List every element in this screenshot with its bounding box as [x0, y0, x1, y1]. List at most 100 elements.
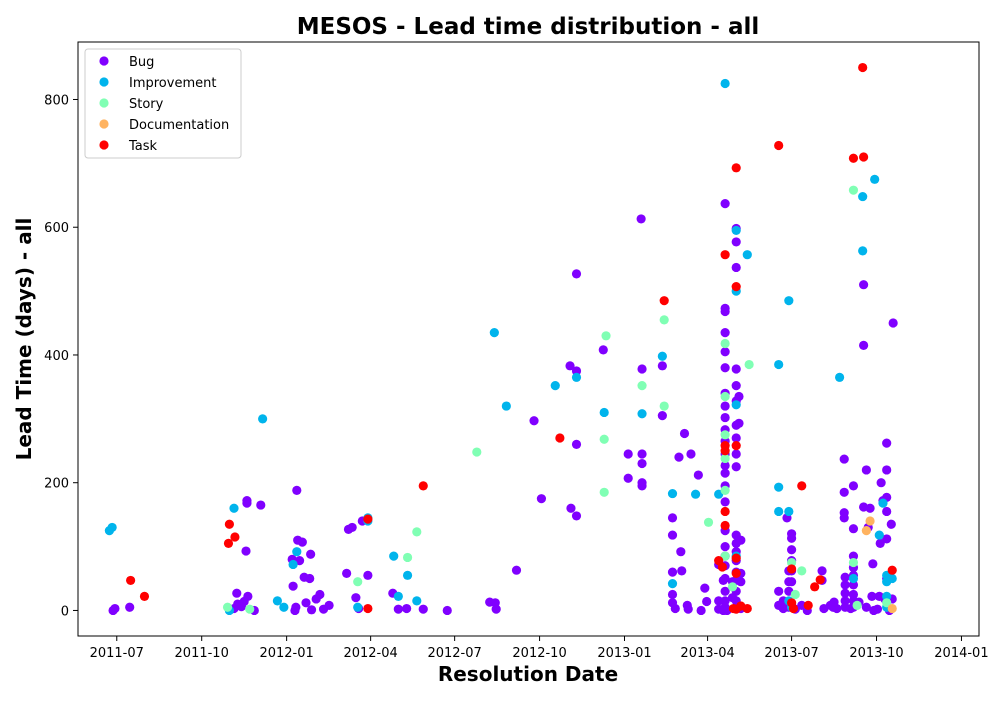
data-point	[720, 391, 730, 402]
data-point	[679, 428, 690, 439]
data-point	[491, 604, 501, 614]
data-point	[272, 596, 282, 606]
data-point	[657, 411, 667, 421]
data-point	[667, 488, 678, 499]
data-point	[731, 449, 741, 459]
data-point	[731, 553, 741, 563]
data-point	[393, 604, 403, 614]
data-point	[315, 589, 325, 600]
data-point	[229, 503, 239, 513]
data-point	[731, 282, 741, 292]
data-point	[720, 347, 730, 357]
data-point	[839, 513, 849, 523]
data-point	[888, 318, 898, 328]
data-point	[126, 575, 136, 586]
data-point	[565, 361, 575, 371]
data-point	[784, 506, 794, 517]
data-point	[667, 579, 678, 589]
data-point	[288, 581, 298, 591]
data-point	[659, 315, 669, 325]
data-point	[878, 498, 888, 508]
legend-box	[84, 48, 242, 159]
data-point	[797, 566, 807, 576]
data-point	[110, 603, 120, 614]
data-point	[787, 564, 797, 574]
x-tick-label: 2013-07	[764, 646, 818, 661]
data-point	[599, 487, 609, 497]
data-point	[810, 582, 820, 592]
data-point	[402, 570, 413, 580]
data-point	[867, 591, 877, 602]
data-point	[598, 345, 608, 355]
axes: 2011-07 2011-10 2012-01 2012-04 2012-07 2012-…	[44, 93, 988, 661]
data-point	[858, 191, 868, 202]
data-point	[412, 527, 422, 537]
data-point	[489, 328, 499, 338]
data-point	[222, 602, 233, 612]
data-point	[637, 458, 647, 469]
data-point	[667, 530, 678, 540]
data-point	[676, 547, 686, 557]
data-point	[623, 449, 633, 459]
data-point	[815, 575, 825, 585]
data-point	[720, 338, 730, 349]
data-point	[696, 605, 706, 616]
data-point	[848, 557, 859, 568]
legend-label: Documentation	[129, 118, 229, 133]
data-point	[731, 441, 741, 451]
y-tick-label: 0	[61, 604, 69, 619]
data-point	[670, 603, 680, 614]
data-point	[859, 280, 869, 290]
data-point	[637, 364, 647, 374]
x-tick-label: 2013-01	[597, 646, 651, 661]
data-point	[874, 530, 884, 540]
legend-marker	[99, 98, 109, 108]
data-point	[731, 237, 741, 247]
data-point	[720, 586, 730, 596]
data-point	[363, 514, 373, 524]
data-point	[882, 591, 892, 602]
data-point	[744, 359, 754, 370]
data-point	[418, 604, 428, 614]
data-point	[720, 573, 730, 584]
data-point	[667, 589, 678, 600]
data-point	[324, 600, 334, 610]
data-point	[720, 551, 730, 561]
data-point	[529, 416, 539, 426]
data-point	[288, 559, 298, 570]
data-point	[637, 449, 647, 459]
legend-label: Improvement	[129, 76, 216, 91]
data-point	[571, 366, 582, 376]
y-tick-label: 600	[44, 221, 69, 236]
data-point	[848, 580, 859, 590]
data-point	[353, 602, 363, 612]
data-point	[389, 551, 399, 561]
data-point	[393, 591, 403, 602]
data-point	[637, 409, 647, 419]
data-point	[882, 534, 892, 544]
data-point	[787, 545, 797, 555]
x-tick-label: 2012-10	[512, 646, 566, 661]
data-point	[223, 538, 234, 548]
data-point	[840, 572, 850, 582]
data-point	[637, 381, 647, 391]
data-point	[720, 363, 730, 373]
data-point	[774, 482, 784, 492]
data-point	[683, 604, 693, 614]
data-point	[872, 604, 883, 614]
data-point	[720, 520, 730, 531]
data-point	[774, 586, 784, 596]
data-point	[667, 567, 678, 577]
data-point	[342, 568, 352, 579]
data-point	[720, 430, 730, 440]
data-point	[742, 250, 752, 260]
x-tick-label: 2011-07	[90, 646, 144, 661]
data-point	[703, 517, 714, 527]
data-point	[693, 470, 703, 480]
data-point	[301, 598, 311, 608]
data-point	[848, 573, 859, 584]
data-point	[720, 596, 730, 606]
data-point	[720, 453, 730, 464]
data-point	[882, 438, 892, 448]
data-point	[125, 602, 135, 612]
